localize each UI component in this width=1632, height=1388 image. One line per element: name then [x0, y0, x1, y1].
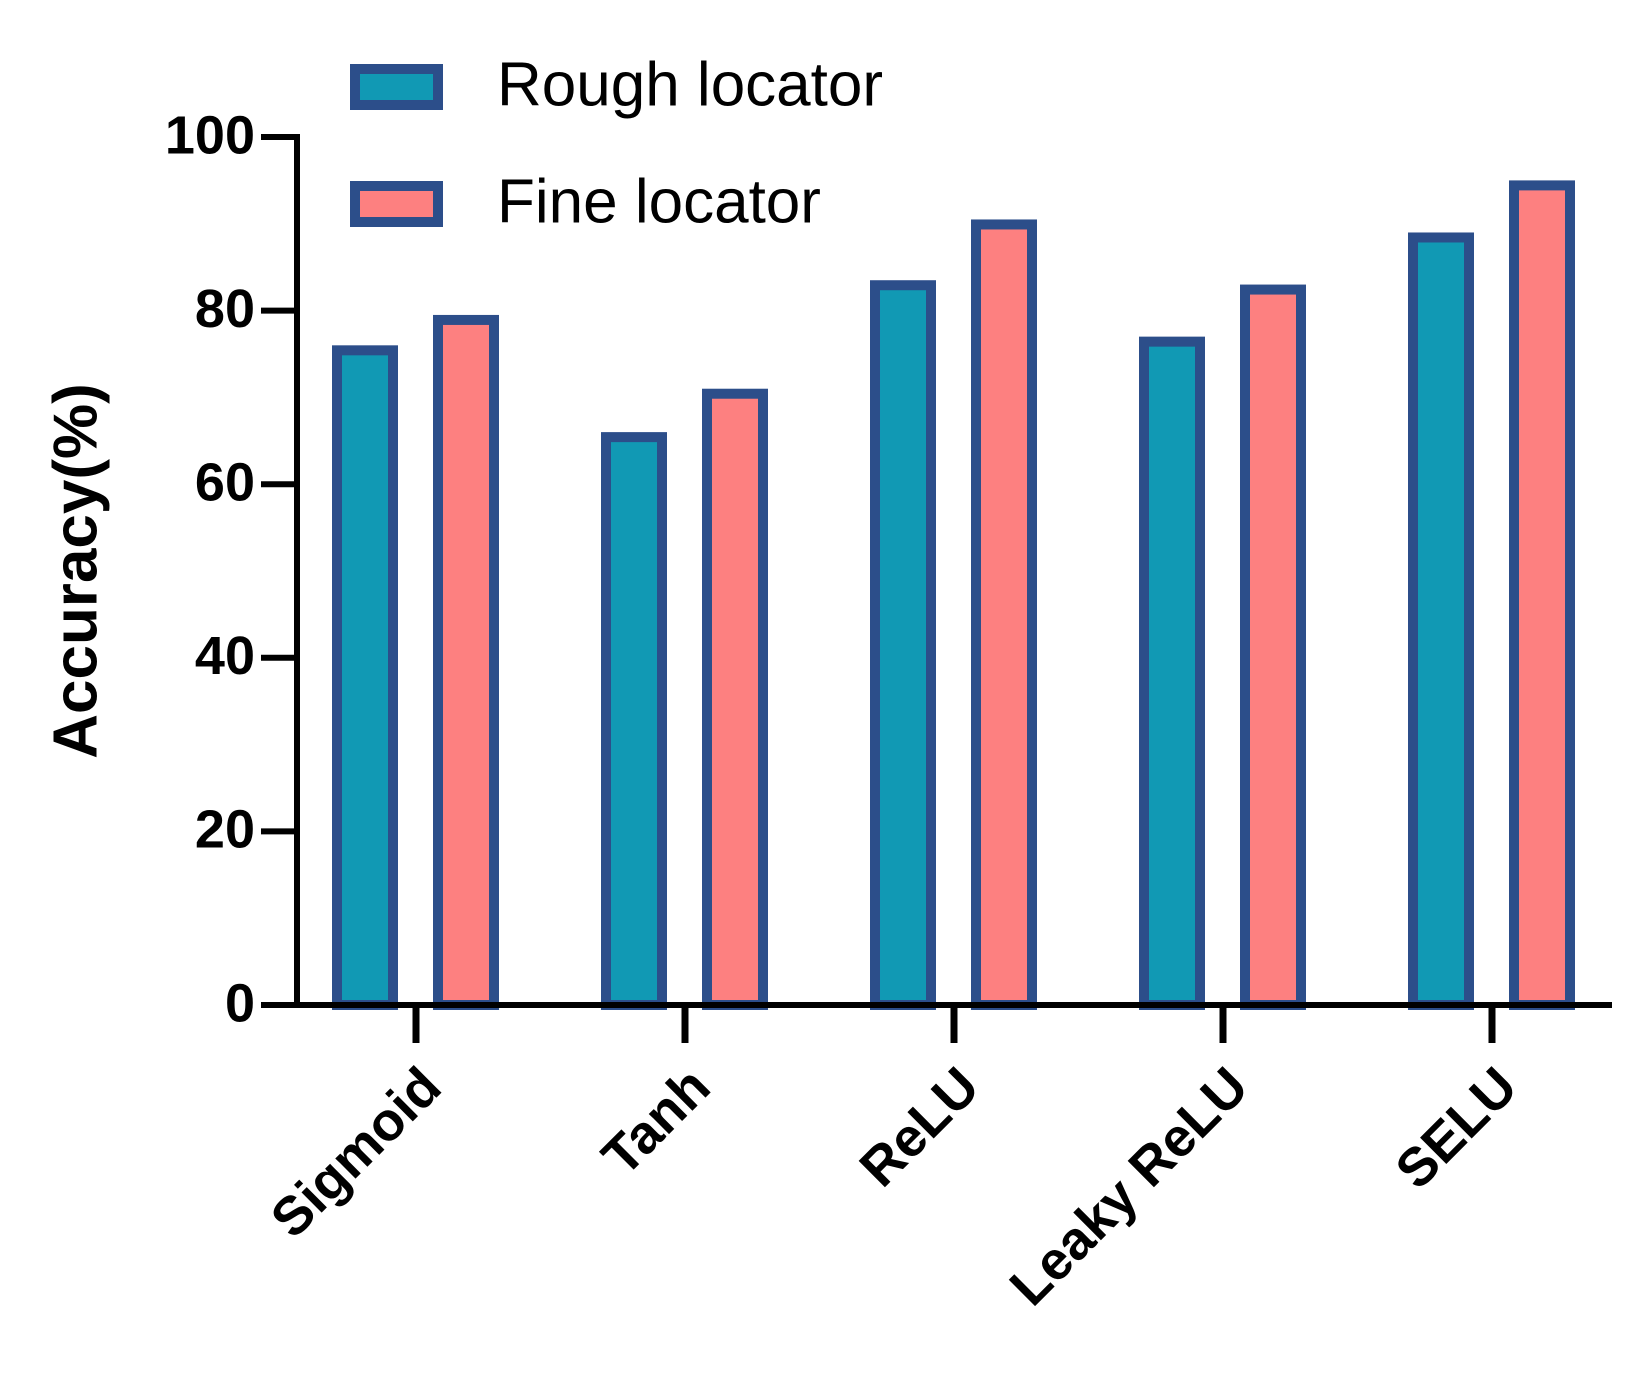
bar	[1139, 336, 1205, 1010]
x-tick-label: Sigmoid	[260, 1056, 453, 1249]
bar	[433, 314, 499, 1010]
y-tick-label: 60	[195, 452, 255, 512]
legend-label: Fine locator	[497, 167, 821, 236]
x-tick-label: ReLU	[848, 1056, 990, 1198]
legend-swatch	[350, 181, 443, 227]
bar	[702, 388, 768, 1011]
legend-swatch	[350, 64, 443, 110]
y-tick-label: 80	[195, 279, 255, 339]
y-axis-label: Accuracy(%)	[41, 383, 110, 759]
y-tick-label: 40	[195, 626, 255, 686]
y-tick-label: 100	[165, 105, 255, 165]
x-tick-label: Leaky ReLU	[999, 1056, 1260, 1317]
x-tick-label: SELU	[1384, 1056, 1528, 1200]
y-tick-label: 20	[195, 800, 255, 860]
bar	[870, 280, 936, 1011]
bar	[601, 432, 667, 1010]
y-tick-label: 0	[225, 973, 255, 1033]
bar	[971, 219, 1037, 1010]
bar	[1509, 180, 1575, 1010]
x-tick-label: Tanh	[591, 1056, 722, 1187]
bar	[332, 345, 398, 1010]
bar	[1408, 232, 1474, 1011]
bar	[1240, 284, 1306, 1010]
legend-label: Rough locator	[497, 50, 883, 119]
